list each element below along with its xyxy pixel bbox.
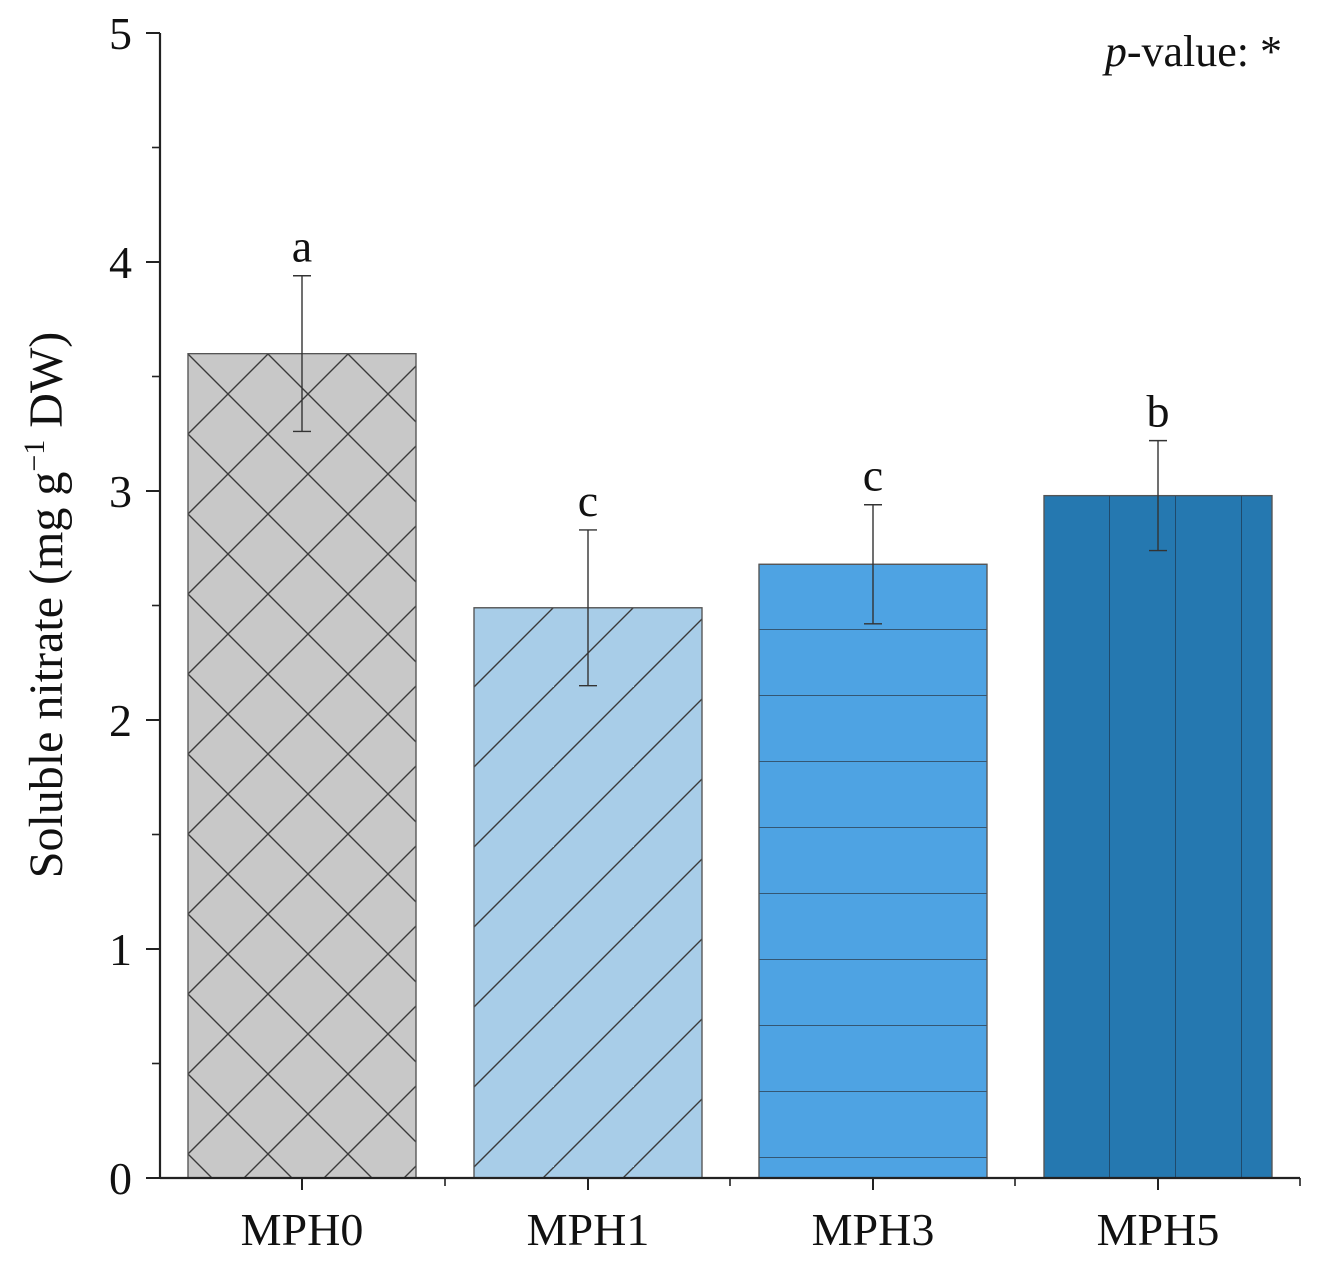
y-ticks-layer: 0 1 2 3 4 5 [109,8,160,1204]
error-bars-layer [293,275,1167,687]
y-tick-label: 2 [109,695,132,746]
significance-letters-layer: a c c b [292,221,1170,526]
bar-pattern-mph0 [187,353,417,1179]
y-axis-label: Soluble nitrate (mg g−1 DW) [18,332,73,878]
bars-layer [187,353,1273,1179]
p-value-italic: p [1102,27,1127,76]
x-tick-label-mph3: MPH3 [812,1204,935,1255]
significance-letter-mph3: c [863,450,883,501]
bar-pattern-mph3 [758,563,988,1179]
y-tick-label: 3 [109,466,132,517]
y-tick-label: 5 [109,8,132,59]
x-tick-label-mph5: MPH5 [1097,1204,1220,1255]
p-value-annotation: p-value: * [1102,27,1282,76]
x-ticks-layer: MPH0 MPH1 MPH3 MPH5 [241,1178,1301,1255]
p-value-rest: -value: * [1127,27,1282,76]
bar-pattern-mph5 [1043,494,1273,1179]
y-tick-label: 1 [109,924,132,975]
y-axis-label-superscript: −1 [18,440,51,472]
x-tick-label-mph1: MPH1 [527,1204,650,1255]
bar-pattern-mph1 [473,607,703,1179]
significance-letter-mph5: b [1147,386,1170,437]
x-tick-label-mph0: MPH0 [241,1204,364,1255]
y-tick-label: 0 [109,1153,132,1204]
y-tick-label: 4 [109,237,132,288]
significance-letter-mph0: a [292,221,312,272]
significance-letter-mph1: c [578,475,598,526]
